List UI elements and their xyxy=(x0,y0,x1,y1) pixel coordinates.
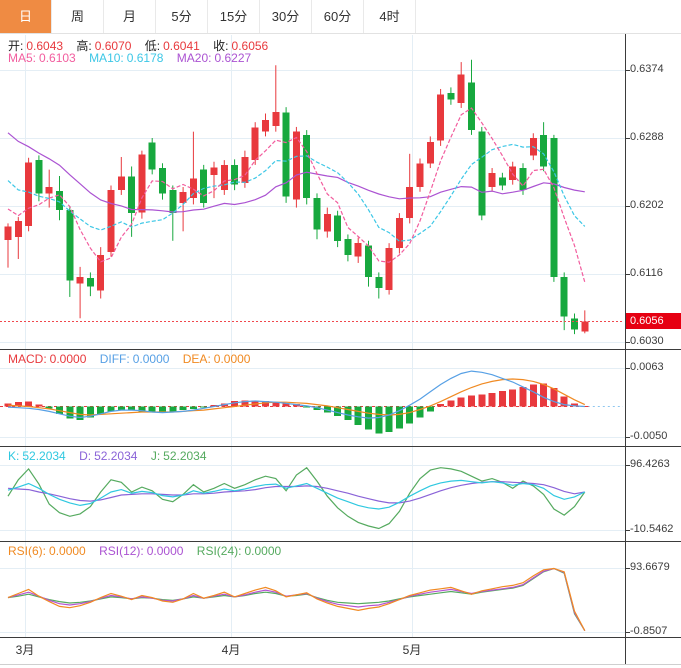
tab-30min[interactable]: 30分 xyxy=(260,0,312,33)
k-label: K: xyxy=(8,449,20,463)
ma5-label: MA5: xyxy=(8,51,37,65)
ma10-value: 0.6178 xyxy=(126,51,164,65)
open-label: 开: xyxy=(8,39,24,53)
tab-month[interactable]: 月 xyxy=(104,0,156,33)
kdj-axis-label-max: 96.4263 xyxy=(630,458,670,470)
timeframe-tabbar: 日 周 月 5分 15分 30分 60分 4时 xyxy=(0,0,681,34)
price-axis-label-5: 0.6030 xyxy=(630,335,664,347)
current-price-tag: 0.6056 xyxy=(626,313,681,329)
d-value: 52.2034 xyxy=(94,449,138,463)
rsi-axis-label-max: 93.6679 xyxy=(630,561,670,573)
tab-15min[interactable]: 15分 xyxy=(208,0,260,33)
month-label-may: 5月 xyxy=(402,643,422,657)
d-label: D: xyxy=(79,449,92,463)
diff-value: 0.0000 xyxy=(132,352,170,366)
j-value: 52.2034 xyxy=(163,449,207,463)
rsi6-label: RSI(6): xyxy=(8,544,47,558)
low-label: 低: xyxy=(144,39,161,53)
k-value: 52.2034 xyxy=(22,449,66,463)
rsi12-label: RSI(12): xyxy=(99,544,144,558)
close-label: 收: xyxy=(213,39,229,53)
low-value: 0.6041 xyxy=(163,39,200,53)
macd-axis-label-min: -0.0050 xyxy=(630,430,668,442)
rsi-axis-label-min: -0.8507 xyxy=(630,625,668,637)
price-axis-label-3: 0.6202 xyxy=(630,199,664,211)
rsi24-value: 0.0000 xyxy=(244,544,282,558)
dea-label: DEA: xyxy=(182,352,211,366)
month-label-mar: 3月 xyxy=(15,643,35,657)
kdj-readout: K: 52.2034 D: 52.2034 J: 52.2034 xyxy=(8,449,210,463)
macd-label: MACD: xyxy=(8,352,47,366)
high-label: 高: xyxy=(76,39,92,53)
rsi6-value: 0.0000 xyxy=(49,544,86,558)
close-value: 0.6056 xyxy=(231,39,269,53)
j-label: J: xyxy=(150,449,161,463)
tab-60min[interactable]: 60分 xyxy=(312,0,364,33)
macd-value: 0.0000 xyxy=(49,352,87,366)
ma5-value: 0.6103 xyxy=(39,51,76,65)
rsi12-value: 0.0000 xyxy=(146,544,184,558)
price-axis-label-2: 0.6288 xyxy=(630,131,664,143)
ma20-label: MA20: xyxy=(176,51,212,65)
tab-5min[interactable]: 5分 xyxy=(156,0,208,33)
high-value: 0.6070 xyxy=(94,39,132,53)
month-label-apr: 4月 xyxy=(221,643,241,657)
price-axis-label-1: 0.6374 xyxy=(630,63,664,75)
kdj-axis-label-min: -10.5462 xyxy=(630,523,674,535)
tab-day[interactable]: 日 xyxy=(0,0,52,33)
rsi24-label: RSI(24): xyxy=(196,544,242,558)
dea-value: 0.0000 xyxy=(213,352,251,366)
ma10-label: MA10: xyxy=(89,51,124,65)
ohlc-readout: 开: 0.6043 高: 0.6070 低: 0.6041 收: 0.6056 xyxy=(8,37,271,54)
ma-readout: MA5: 0.6103 MA10: 0.6178 MA20: 0.6227 xyxy=(8,51,254,65)
rsi-readout: RSI(6): 0.0000 RSI(12): 0.0000 RSI(24): 0.0… xyxy=(8,544,284,558)
open-value: 0.6043 xyxy=(26,39,64,53)
macd-axis-label-max: 0.0063 xyxy=(630,361,664,373)
macd-readout: MACD: 0.0000 DIFF: 0.0000 DEA: 0.0000 xyxy=(8,352,253,366)
diff-label: DIFF: xyxy=(99,352,130,366)
tab-week[interactable]: 周 xyxy=(52,0,104,33)
price-axis-label-4: 0.6116 xyxy=(630,267,663,279)
ma20-value: 0.6227 xyxy=(214,51,252,65)
tab-4hour[interactable]: 4时 xyxy=(364,0,416,33)
